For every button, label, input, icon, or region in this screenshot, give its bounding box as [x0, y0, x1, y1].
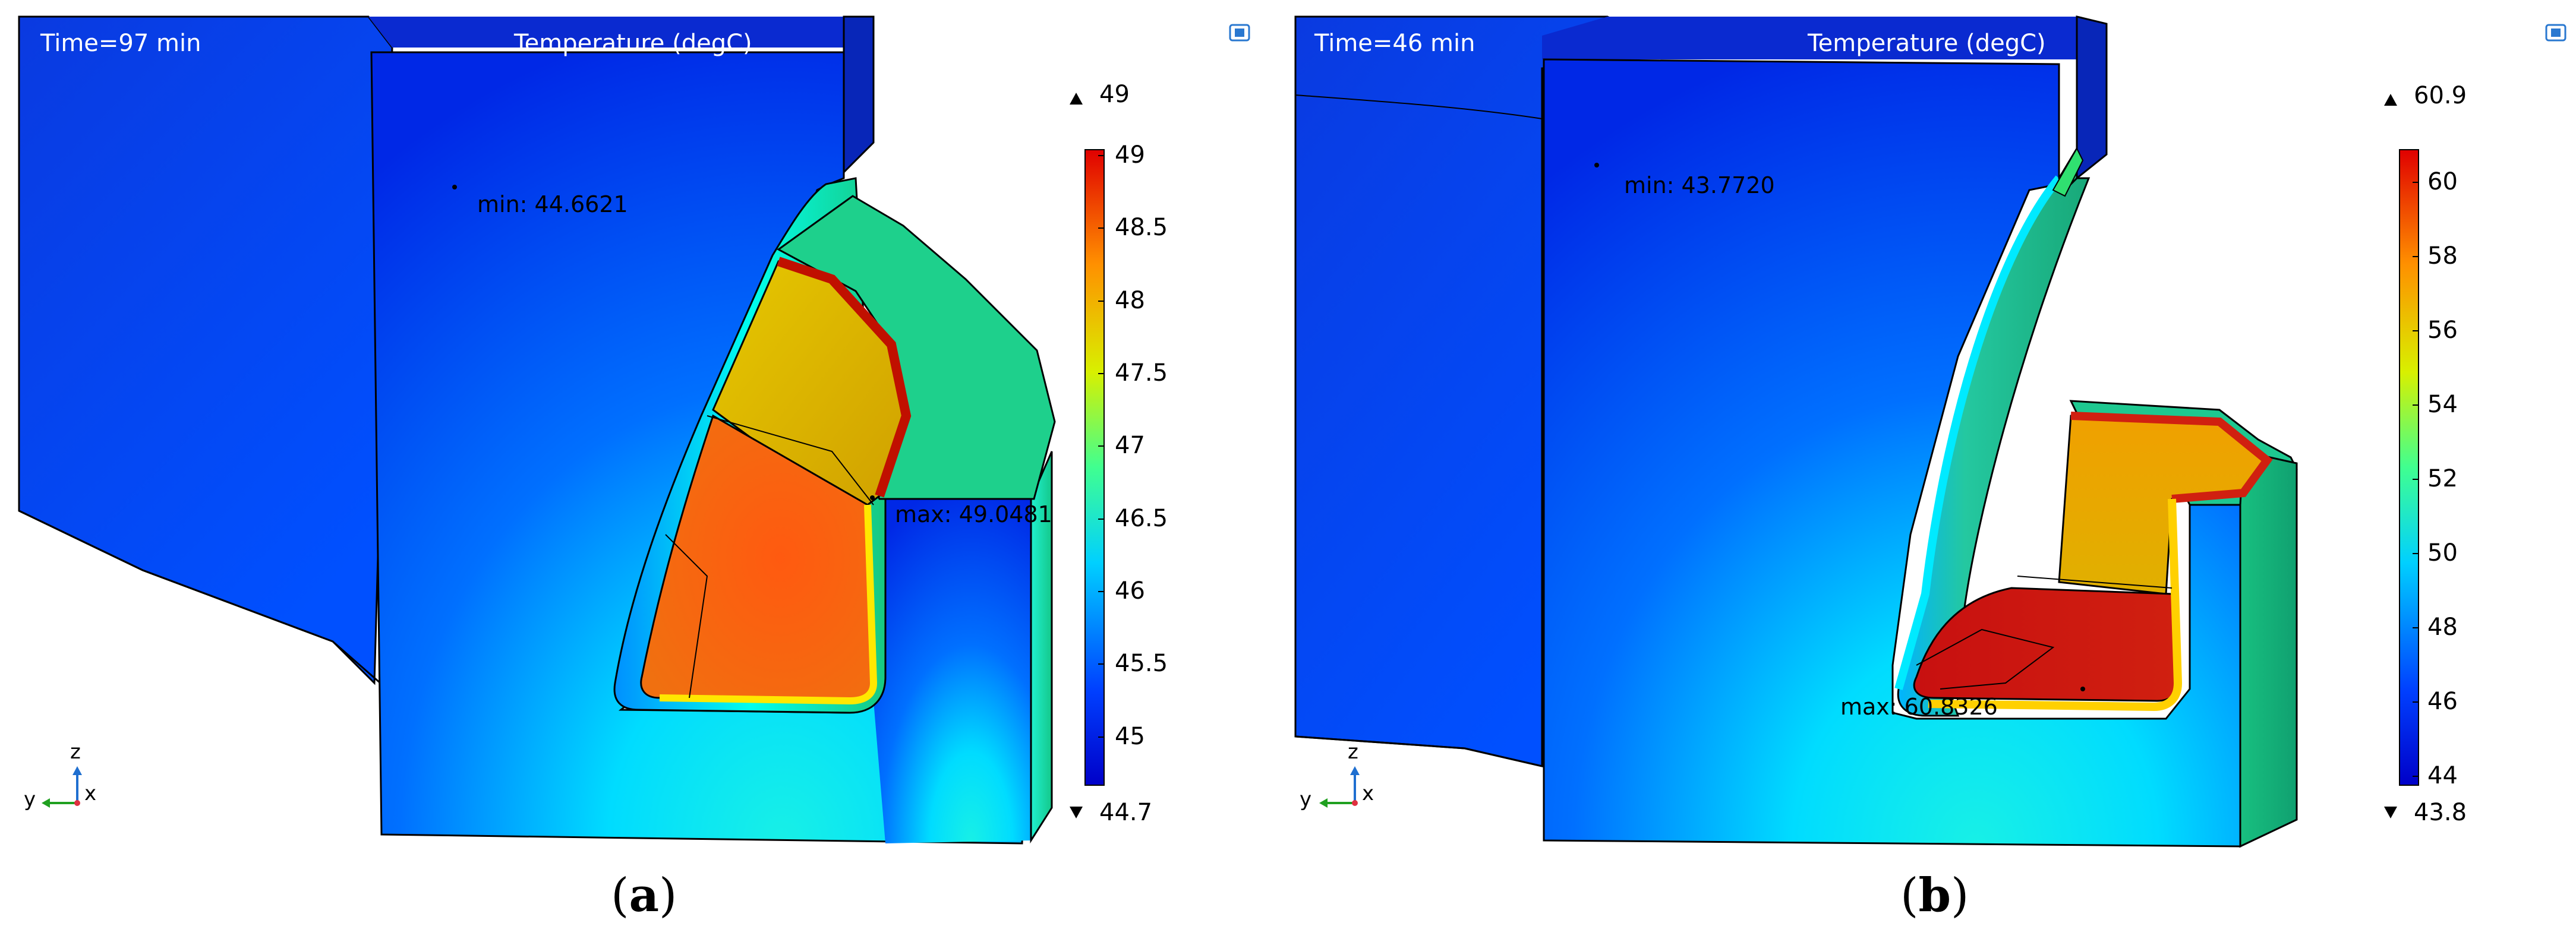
tick-label: 47 — [1115, 432, 1145, 459]
colorbar-b — [2399, 149, 2419, 786]
axis-x-label: x — [84, 782, 97, 805]
temperature-plot-b — [1294, 15, 2566, 848]
axis-y-label: y — [1300, 788, 1312, 811]
axis-triad-icon — [42, 766, 82, 808]
colorbar-min-label-b: 43.8 — [2414, 799, 2467, 826]
logo-icon — [1229, 24, 1250, 42]
tick-label: 48 — [1115, 287, 1145, 314]
min-probe-dot — [1594, 163, 1599, 167]
tick-label: 50 — [2427, 539, 2458, 567]
tick-label: 60 — [2427, 168, 2458, 195]
tick-label: 45.5 — [1115, 650, 1168, 677]
caption-a: (a) — [611, 868, 677, 922]
tick-label: 48.5 — [1115, 214, 1168, 241]
tick-label: 44 — [2427, 762, 2458, 789]
min-triangle-icon — [2384, 807, 2397, 818]
time-label-a: Time=97 min — [40, 30, 201, 57]
max-triangle-icon — [1070, 93, 1083, 105]
tick-label: 45 — [1115, 723, 1145, 750]
green-cap — [2052, 147, 2084, 197]
right-block-face — [874, 499, 1031, 843]
min-probe-dot — [452, 185, 457, 189]
tick-label: 46 — [2427, 688, 2458, 715]
min-label-a: min: 44.6621 — [477, 191, 628, 217]
colorbar-ticks-a — [1098, 155, 1104, 738]
axis-y-label: y — [24, 788, 36, 811]
outer-body-top — [368, 17, 874, 48]
tick-label: 52 — [2427, 465, 2458, 492]
tick-label: 46.5 — [1115, 505, 1168, 532]
quantity-label-b: Temperature (degC) — [1808, 30, 2046, 57]
tick-label: 47.5 — [1115, 359, 1168, 387]
logo-icon — [2545, 24, 2566, 42]
panel-b: Time=46 min Temperature (degC) min: 43.7… — [1287, 0, 2576, 942]
min-label-b: min: 43.7720 — [1624, 172, 1775, 198]
colorbar-ticks-b — [2413, 182, 2419, 777]
caption-b: (b) — [1900, 868, 1969, 922]
right-block-side — [2239, 450, 2298, 848]
max-label-a: max: 49.0481 — [895, 501, 1052, 527]
colorbar-min-label-a: 44.7 — [1099, 799, 1153, 826]
outer-body-top-right — [2076, 15, 2108, 181]
axis-triad-icon — [1319, 766, 1360, 808]
temperature-plot-a — [18, 15, 1250, 845]
colorbar-a — [1084, 149, 1105, 786]
right-block-side — [1030, 451, 1053, 844]
max-triangle-icon — [2384, 94, 2397, 106]
max-probe-dot — [870, 495, 875, 500]
max-probe-dot — [2080, 687, 2085, 691]
colorbar-max-label-b: 60.9 — [2414, 82, 2467, 109]
time-label-b: Time=46 min — [1314, 30, 1475, 57]
tick-label: 49 — [1115, 141, 1145, 169]
outer-body-left — [18, 15, 393, 685]
panel-a: Time=97 min Temperature (degC) min: 44.6… — [18, 15, 1250, 922]
axis-z-label: z — [1348, 740, 1358, 764]
tick-label: 56 — [2427, 317, 2458, 344]
axis-z-label: z — [70, 740, 81, 764]
tick-label: 54 — [2427, 391, 2458, 418]
axis-x-label: x — [1362, 782, 1374, 805]
quantity-label-a: Temperature (degC) — [514, 30, 752, 57]
colorbar-max-label-a: 49 — [1099, 81, 1130, 108]
green-shell — [777, 195, 1056, 500]
outer-body-top — [1542, 17, 2077, 59]
tick-label: 48 — [2427, 614, 2458, 641]
outer-body-top-right — [843, 15, 875, 175]
min-triangle-icon — [1070, 807, 1083, 818]
tick-label: 46 — [1115, 577, 1145, 605]
tick-label: 58 — [2427, 242, 2458, 270]
max-label-b: max: 60.8326 — [1840, 694, 1998, 720]
